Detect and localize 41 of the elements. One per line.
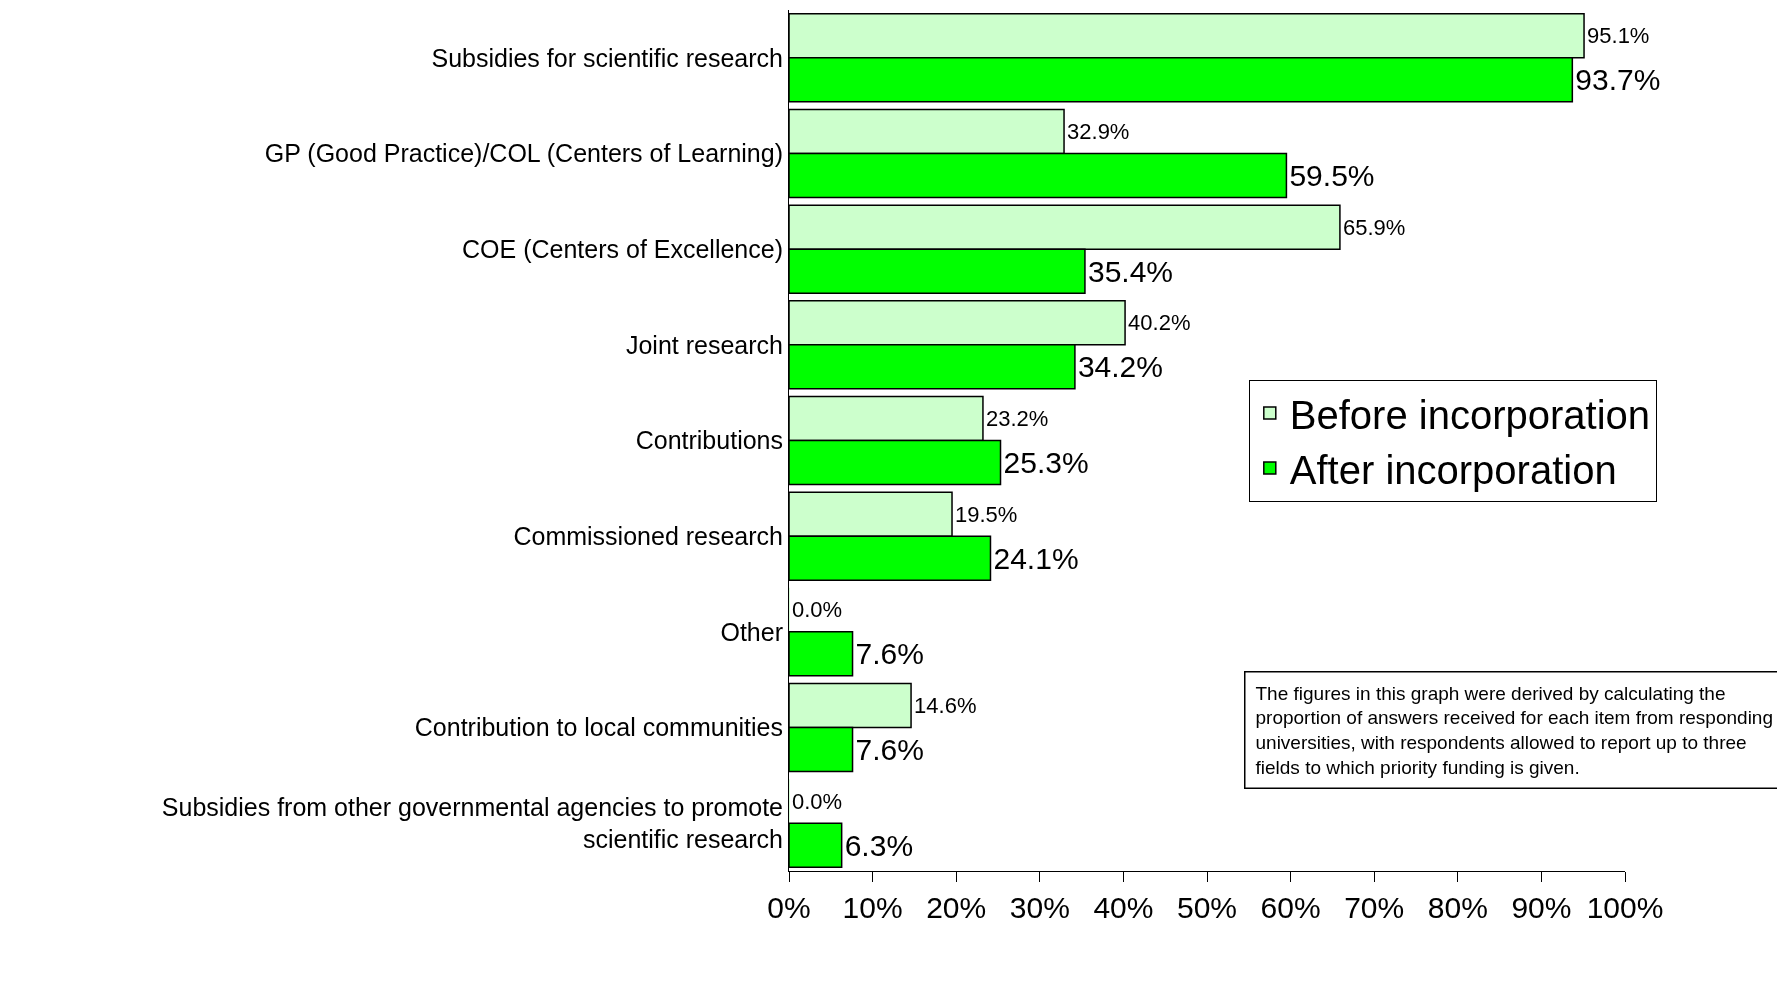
x-tick-label: 60% xyxy=(1260,891,1321,924)
data-label: 95.1% xyxy=(1587,23,1650,49)
x-tick-label: 70% xyxy=(1344,891,1405,924)
data-label: 40.2% xyxy=(1128,310,1191,336)
x-tick-label: 90% xyxy=(1511,891,1572,924)
data-label: 65.9% xyxy=(1342,214,1406,240)
data-label: 23.2% xyxy=(985,405,1049,431)
data-label: 32.9% xyxy=(1067,118,1130,144)
data-label: 7.6% xyxy=(855,637,924,671)
x-tick-label: 10% xyxy=(842,891,903,924)
data-label: 34.2% xyxy=(1077,350,1163,384)
legend-label: Before incorporation xyxy=(1289,392,1651,437)
legend-label: After incorporation xyxy=(1289,447,1617,492)
data-label: 14.6% xyxy=(914,692,977,718)
data-label: 0.0% xyxy=(792,788,843,814)
y-tick-label: Other xyxy=(720,617,783,646)
x-tick-label: 100% xyxy=(1586,891,1664,924)
y-tick-label: Contributions xyxy=(635,426,783,455)
y-tick-label: Subsidies for scientific research xyxy=(431,43,783,72)
x-tick-label: 50% xyxy=(1176,891,1238,924)
data-label: 0.0% xyxy=(792,597,843,623)
y-tick-label: COE (Centers of Excellence) xyxy=(462,234,783,263)
y-tick-label: GP (Good Practice)/COL (Centers of Learning) xyxy=(264,139,783,168)
data-label: 93.7% xyxy=(1575,63,1661,97)
data-label: 24.1% xyxy=(993,541,1079,575)
data-label: 7.6% xyxy=(855,733,924,767)
data-label: 6.3% xyxy=(844,828,914,862)
annotation: The figures in this graph were derived by calculating the proportion of answers received for each item from responding universities, with respondents allowed to report up to three fields to which priority funding is given. xyxy=(1255,682,1773,778)
y-tick-label: Commissioned research xyxy=(513,521,783,550)
x-tick-label: 80% xyxy=(1427,891,1488,924)
data-label: 59.5% xyxy=(1289,159,1375,193)
x-tick-label: 40% xyxy=(1093,891,1154,924)
y-tick-label: Contribution to local communities xyxy=(414,713,783,742)
y-tick-label: Subsidies from other governmental agencies to promote scientific research xyxy=(161,792,783,854)
data-label: 25.3% xyxy=(1003,446,1089,480)
x-tick-label: 20% xyxy=(926,891,987,924)
y-tick-label: Joint research xyxy=(625,330,783,359)
data-label: 35.4% xyxy=(1087,254,1174,288)
data-label: 19.5% xyxy=(955,501,1018,527)
x-tick-label: 30% xyxy=(1009,891,1070,924)
x-tick-label: 0% xyxy=(767,891,811,924)
